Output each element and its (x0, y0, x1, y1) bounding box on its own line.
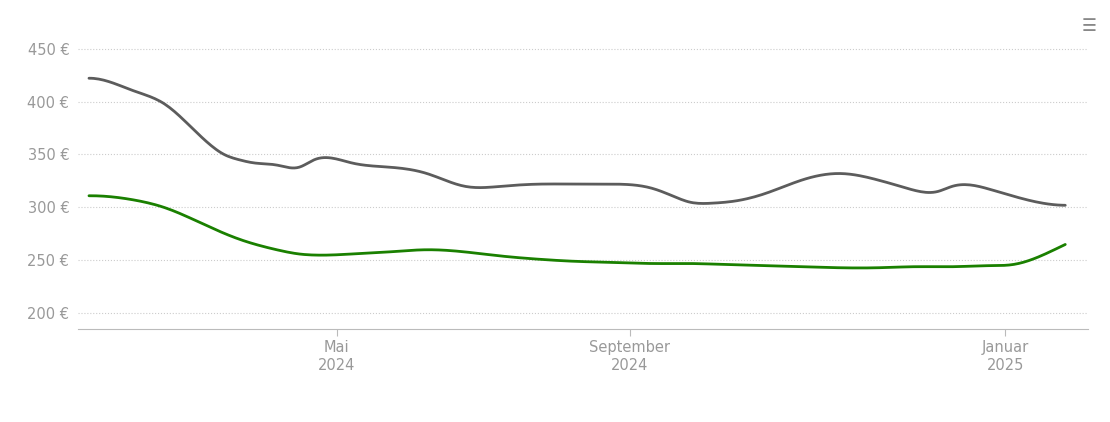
Text: ☰: ☰ (1082, 17, 1097, 35)
